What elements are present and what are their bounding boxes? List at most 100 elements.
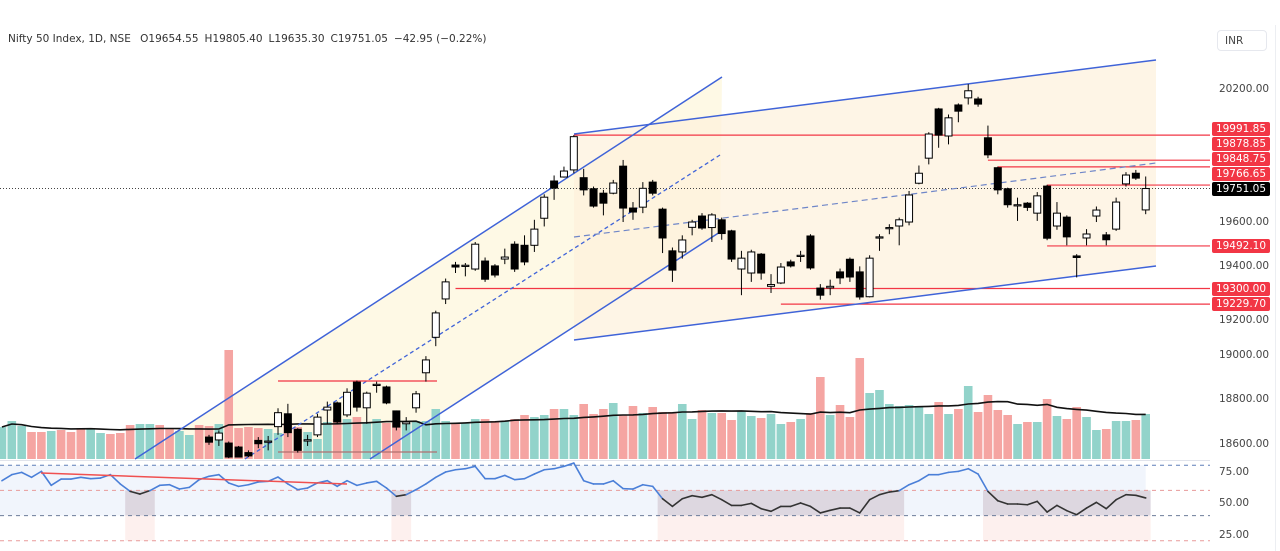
candle[interactable] [737, 250, 746, 296]
candle[interactable] [1033, 192, 1042, 221]
candle[interactable] [747, 249, 756, 282]
candle[interactable] [648, 179, 657, 196]
candle[interactable] [954, 103, 963, 123]
candle[interactable] [412, 390, 421, 413]
candle[interactable] [264, 435, 273, 451]
candle[interactable] [234, 445, 243, 458]
candle[interactable] [1092, 206, 1101, 223]
candle[interactable] [559, 166, 568, 178]
candle[interactable] [964, 84, 973, 105]
candle[interactable] [500, 248, 509, 265]
candle[interactable] [293, 428, 302, 453]
candle[interactable] [313, 413, 322, 438]
candle[interactable] [983, 125, 992, 159]
candle[interactable] [836, 268, 845, 285]
candle[interactable] [451, 261, 460, 274]
candle[interactable] [1082, 229, 1091, 246]
candle[interactable] [727, 229, 736, 262]
candle[interactable] [924, 132, 933, 165]
candle[interactable] [914, 165, 923, 185]
candle[interactable] [1102, 231, 1111, 246]
candle[interactable] [1131, 169, 1140, 180]
candle[interactable] [274, 408, 283, 435]
candle[interactable] [786, 259, 795, 268]
candle[interactable] [589, 186, 598, 208]
candle[interactable] [895, 217, 904, 246]
candle[interactable] [767, 274, 776, 293]
candle[interactable] [796, 250, 805, 262]
candle[interactable] [333, 401, 342, 424]
candle[interactable] [352, 380, 361, 412]
candle[interactable] [490, 264, 499, 278]
candle[interactable] [698, 213, 706, 230]
right-channel-lower-line[interactable] [573, 265, 1157, 341]
candle[interactable] [481, 257, 490, 282]
candle[interactable] [628, 202, 637, 220]
candle[interactable] [717, 217, 726, 240]
candle[interactable] [885, 224, 894, 235]
candle[interactable] [599, 189, 608, 216]
candle[interactable] [944, 114, 953, 145]
candle[interactable] [343, 388, 352, 418]
candle[interactable] [776, 263, 785, 285]
candle[interactable] [658, 207, 667, 254]
candle[interactable] [1023, 202, 1032, 211]
candle[interactable] [993, 166, 1002, 195]
candle[interactable] [1043, 184, 1052, 241]
candle[interactable] [283, 403, 292, 438]
candle[interactable] [382, 385, 391, 405]
candle[interactable] [974, 96, 983, 107]
candle[interactable] [855, 266, 864, 300]
right-channel-mid-line[interactable] [573, 162, 1157, 238]
candle[interactable] [1141, 176, 1150, 215]
candle[interactable] [362, 391, 371, 424]
candle[interactable] [678, 235, 687, 259]
candle[interactable] [1072, 254, 1081, 278]
rsi-divergence-line[interactable] [40, 472, 348, 485]
candle[interactable] [214, 430, 223, 446]
candle[interactable] [1052, 202, 1061, 230]
candle[interactable] [579, 168, 588, 196]
candle[interactable] [441, 278, 450, 305]
candle[interactable] [845, 257, 854, 282]
candle[interactable] [244, 450, 253, 458]
currency-button[interactable]: INR [1217, 30, 1267, 51]
candle[interactable] [1003, 187, 1012, 208]
candle[interactable] [431, 310, 440, 347]
candle[interactable] [668, 247, 677, 282]
candle[interactable] [372, 381, 381, 393]
candle[interactable] [540, 194, 549, 227]
candle[interactable] [934, 107, 943, 148]
candle[interactable] [402, 417, 411, 431]
candle[interactable] [707, 213, 716, 242]
candle[interactable] [905, 190, 914, 226]
candle[interactable] [875, 234, 884, 251]
candle[interactable] [254, 437, 263, 449]
left-channel-upper-line[interactable] [134, 76, 723, 460]
right-channel-upper-line[interactable] [573, 59, 1157, 135]
candle[interactable] [520, 235, 529, 266]
candle[interactable] [323, 401, 332, 424]
candle[interactable] [471, 241, 480, 271]
candle[interactable] [303, 434, 312, 446]
left-channel-lower-line[interactable] [369, 231, 721, 460]
candle[interactable] [421, 356, 430, 382]
candle[interactable] [530, 219, 539, 252]
candle[interactable] [205, 434, 213, 445]
candle[interactable] [826, 279, 835, 296]
candle[interactable] [1112, 197, 1121, 231]
candle[interactable] [609, 179, 618, 195]
candle[interactable] [1062, 215, 1071, 246]
candle[interactable] [816, 284, 825, 300]
candle[interactable] [510, 241, 519, 272]
candle[interactable] [392, 410, 401, 431]
candle[interactable] [619, 159, 628, 223]
candle[interactable] [688, 219, 697, 236]
candle[interactable] [461, 263, 470, 277]
candle[interactable] [757, 253, 766, 280]
candle[interactable] [1121, 172, 1130, 187]
candle[interactable] [569, 135, 578, 174]
candle[interactable] [865, 255, 874, 298]
candle[interactable] [1013, 197, 1022, 221]
